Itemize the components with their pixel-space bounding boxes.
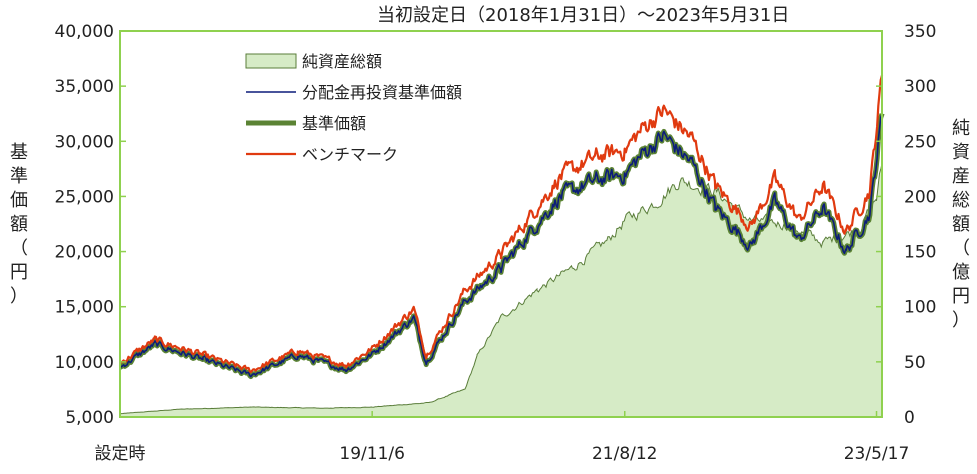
left-tick-label: 35,000: [55, 77, 114, 97]
right-axis-label-char: 円: [952, 286, 970, 307]
right-tick-label: 100: [904, 298, 936, 318]
left-tick-label: 25,000: [55, 187, 114, 207]
benchmark-line: [119, 74, 884, 374]
left-axis-label-char: 円: [10, 262, 28, 283]
legend-label: 分配金再投資基準価額: [302, 83, 462, 102]
left-axis-label-char: 価: [10, 190, 28, 211]
right-axis-label-char: 資: [952, 142, 970, 163]
right-tick-label: 0: [904, 408, 915, 428]
right-axis-label-char: ）: [952, 310, 970, 331]
plot-area: [118, 74, 885, 418]
right-axis-label-char: 純: [952, 118, 970, 139]
left-axis-label-char: 基: [10, 142, 28, 163]
left-axis-label: 基準価額 （ 円 ）: [10, 142, 28, 307]
legend-swatch: [245, 53, 297, 69]
left-tick-label: 15,000: [55, 298, 114, 318]
left-axis: 5,000 10,000 15,000 20,000 25,000 30,000 35,00…: [55, 22, 126, 428]
legend-label: 基準価額: [302, 114, 366, 133]
left-axis-label-char: 額: [10, 214, 28, 235]
left-axis-label-char: 準: [10, 166, 28, 187]
x-tick-label: 23/5/17: [844, 444, 910, 464]
right-tick-label: 350: [904, 22, 936, 42]
reinvested-nav-line: [119, 113, 883, 378]
legend-label: 純資産総額: [302, 52, 382, 71]
left-tick-label: 20,000: [55, 243, 114, 263]
left-tick-label: 10,000: [55, 353, 114, 373]
right-tick-label: 250: [904, 132, 936, 152]
right-axis-label: 純資産総額 （ 億円 ）: [952, 118, 970, 331]
x-tick-label: 21/8/12: [592, 444, 658, 464]
right-axis-label-char: 総: [952, 190, 970, 211]
plot-border: [119, 30, 883, 418]
right-axis-label-char: 額: [952, 214, 970, 235]
chart-title: 当初設定日（2018年1月31日）～2023年5月31日: [377, 5, 789, 26]
left-tick-label: 30,000: [55, 132, 114, 152]
left-axis-label-char: ）: [10, 286, 28, 307]
right-tick-label: 200: [904, 187, 936, 207]
legend-label: ベンチマーク: [302, 145, 398, 164]
right-tick-label: 150: [904, 243, 936, 263]
right-axis-label-char: 億: [952, 262, 970, 283]
right-axis-label-char: （: [952, 238, 970, 259]
left-tick-label: 40,000: [55, 22, 114, 42]
left-axis-label-char: （: [10, 238, 28, 259]
x-tick-label: 設定時: [95, 444, 146, 464]
x-axis: 設定時 19/11/6 21/8/12 23/5/17: [95, 411, 910, 464]
x-tick-label: 19/11/6: [339, 444, 405, 464]
right-tick-label: 50: [904, 353, 926, 373]
right-axis: 0 50 100 150 200 250 300 350: [876, 22, 936, 428]
right-axis-label-char: 産: [952, 166, 970, 187]
left-tick-label: 5,000: [65, 408, 114, 428]
right-tick-label: 300: [904, 77, 936, 97]
net-assets-area: [119, 163, 883, 418]
